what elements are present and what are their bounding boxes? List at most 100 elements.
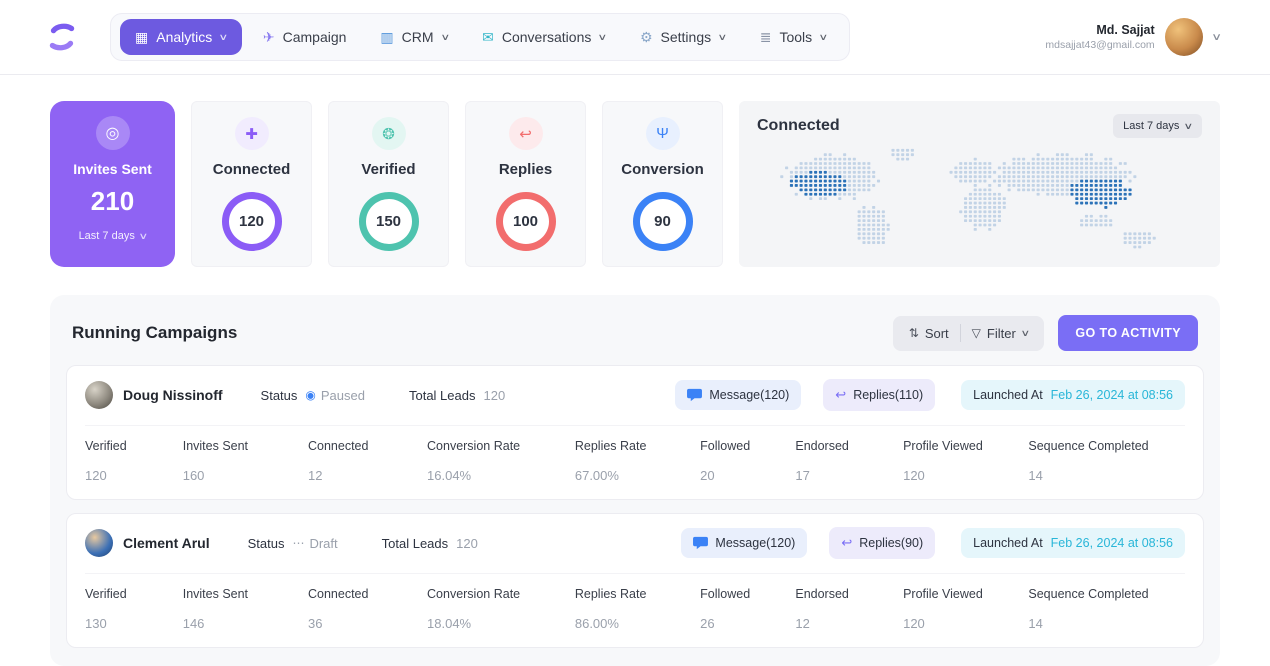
chevron-down-icon: ∨: [1183, 120, 1194, 131]
stat-label: Connected: [212, 161, 291, 179]
stat-card-replies[interactable]: ↩ Replies 100: [465, 101, 586, 267]
stat-card-connected[interactable]: ✚ Connected 120: [191, 101, 312, 267]
chevron-down-icon: ∨: [1020, 327, 1031, 338]
stat-label: Invites Sent: [73, 161, 152, 177]
page-title: Running Campaigns: [72, 323, 238, 342]
divider: [959, 324, 961, 342]
grid-icon: ▦: [135, 29, 149, 45]
monitor-icon: ▥: [380, 29, 394, 45]
map-period-dropdown[interactable]: Last 7 days ∨: [1113, 114, 1202, 138]
nav-item-label: Campaign: [282, 29, 347, 45]
stat-ring: 120: [221, 192, 282, 251]
nav-item-crm[interactable]: ▥ CRM ∨: [367, 20, 461, 54]
status-label: Status: [260, 387, 298, 403]
nav-item-label: CRM: [401, 29, 434, 45]
connected-map-panel: Connected Last 7 days ∨: [739, 101, 1220, 267]
cell-value: 120: [903, 616, 925, 631]
campaigns-header: Running Campaigns ⇅ Sort ▽ Filter ∨ GO T…: [66, 311, 1204, 365]
cell-value: 17: [795, 468, 810, 483]
cell-value: 12: [795, 616, 810, 631]
badge-check-icon: ❂: [371, 117, 406, 151]
table-value-row: 130 146 36 18.04% 86.00% 26 12 120 14: [85, 601, 1185, 633]
total-leads-value: 120: [456, 535, 478, 551]
status-value: Paused: [320, 387, 365, 403]
stat-card-verified[interactable]: ❂ Verified 150: [328, 101, 449, 267]
total-leads-value: 120: [483, 387, 506, 403]
chevron-down-icon: ∨: [218, 31, 229, 42]
replies-badge[interactable]: ↩ Replies(90): [829, 527, 936, 559]
campaign-card-top: Clement Arul Status ⋯ Draft Total Leads …: [85, 527, 1185, 559]
column-header: Verified: [85, 439, 127, 453]
launched-at-label: Launched At: [973, 388, 1043, 402]
stat-card-conversion[interactable]: Ψ Conversion 90: [602, 101, 723, 267]
total-leads-label: Total Leads: [381, 535, 449, 551]
stat-label: Verified: [361, 161, 416, 179]
cell-value: 130: [85, 616, 107, 631]
stat-card-invites-sent[interactable]: ◎ Invites Sent 210 Last 7 days ∨: [50, 101, 175, 267]
campaign-list: Doug Nissinoff Status ◉ Paused Total Lea…: [66, 365, 1204, 648]
app-logo: [44, 19, 80, 55]
column-header: Sequence Completed: [1028, 439, 1149, 453]
cell-value: 14: [1028, 616, 1043, 631]
message-bubble-icon: [693, 536, 709, 550]
cell-value: 20: [700, 468, 715, 483]
nav-item-campaign[interactable]: ✈ Campaign: [250, 20, 360, 54]
filter-button[interactable]: ▽ Filter ∨: [961, 319, 1040, 348]
stat-label: Conversion: [621, 161, 704, 179]
total-leads: Total Leads 120: [409, 388, 505, 403]
message-badge[interactable]: Message(120): [675, 380, 802, 410]
campaign-card: Doug Nissinoff Status ◉ Paused Total Lea…: [66, 365, 1204, 500]
cell-value: 120: [903, 468, 925, 483]
sort-icon: ⇅: [908, 326, 919, 340]
nav-item-settings[interactable]: ⚙ Settings ∨: [627, 20, 739, 54]
launched-at-value: Feb 26, 2024 at 08:56: [1050, 388, 1173, 402]
top-header: ▦ Analytics ∨ ✈ Campaign ▥ CRM ∨ ✉ Conversations ∨…: [0, 0, 1270, 75]
nav-item-conversations[interactable]: ✉ Conversations ∨: [469, 20, 619, 54]
column-header: Endorsed: [795, 587, 849, 601]
launched-at-chip: Launched At Feb 26, 2024 at 08:56: [961, 380, 1185, 410]
paper-plane-icon: ✈: [262, 29, 275, 45]
cell-value: 16.04%: [427, 468, 472, 483]
sort-button[interactable]: ⇅ Sort: [898, 319, 960, 348]
chevron-down-icon: ∨: [818, 31, 829, 42]
main-nav: ▦ Analytics ∨ ✈ Campaign ▥ CRM ∨ ✉ Conversations ∨…: [110, 13, 850, 61]
user-info: Md. Sajjat mdsajjat43@gmail.com: [1045, 23, 1154, 51]
invites-period-dropdown[interactable]: Last 7 days ∨: [79, 230, 149, 242]
nav-item-tools[interactable]: ≣ Tools ∨: [747, 20, 840, 54]
replies-badge[interactable]: ↩ Replies(110): [823, 379, 936, 411]
chevron-down-icon: ∨: [597, 31, 608, 42]
message-bubble-icon: [687, 388, 703, 402]
nav-item-label: Settings: [660, 29, 712, 45]
launched-at-chip: Launched At Feb 26, 2024 at 08:56: [961, 528, 1185, 558]
reply-icon: ↩: [508, 117, 543, 151]
column-header: Invites Sent: [182, 587, 249, 601]
column-header: Invites Sent: [182, 439, 249, 453]
column-header: Followed: [700, 439, 751, 453]
status-icon: ◉: [305, 388, 316, 402]
nav-item-label: Conversations: [501, 29, 592, 45]
cell-value: 18.04%: [427, 616, 472, 631]
status-value: Draft: [309, 535, 338, 551]
map-header: Connected Last 7 days ∨: [757, 114, 1202, 138]
clipboard-icon: ≣: [759, 29, 772, 45]
user-name: Md. Sajjat: [1096, 23, 1155, 37]
campaign-name: Clement Arul: [123, 535, 210, 551]
user-menu[interactable]: Md. Sajjat mdsajjat43@gmail.com ∨: [1045, 18, 1222, 56]
launched-at-value: Feb 26, 2024 at 08:56: [1050, 536, 1173, 550]
total-leads-label: Total Leads: [408, 387, 476, 403]
invites-sent-icon: ◎: [95, 116, 130, 150]
cell-value: 67.00%: [574, 468, 619, 483]
campaign-metrics-table: Verified Invites Sent Connected Conversion …: [85, 425, 1185, 485]
user-avatar: [1164, 18, 1203, 56]
logo-swirl-icon: [49, 23, 75, 51]
gear-icon: ⚙: [639, 29, 653, 45]
column-header: Replies Rate: [574, 439, 647, 453]
go-to-activity-button[interactable]: GO TO ACTIVITY: [1058, 315, 1198, 351]
campaign-status: Status ◉ Paused: [261, 388, 365, 403]
status-label: Status: [247, 535, 285, 551]
launched-at-label: Launched At: [973, 536, 1043, 550]
column-header: Endorsed: [795, 439, 849, 453]
nav-item-analytics[interactable]: ▦ Analytics ∨: [120, 19, 242, 55]
stat-ring: 150: [358, 192, 419, 251]
message-badge[interactable]: Message(120): [681, 528, 808, 558]
